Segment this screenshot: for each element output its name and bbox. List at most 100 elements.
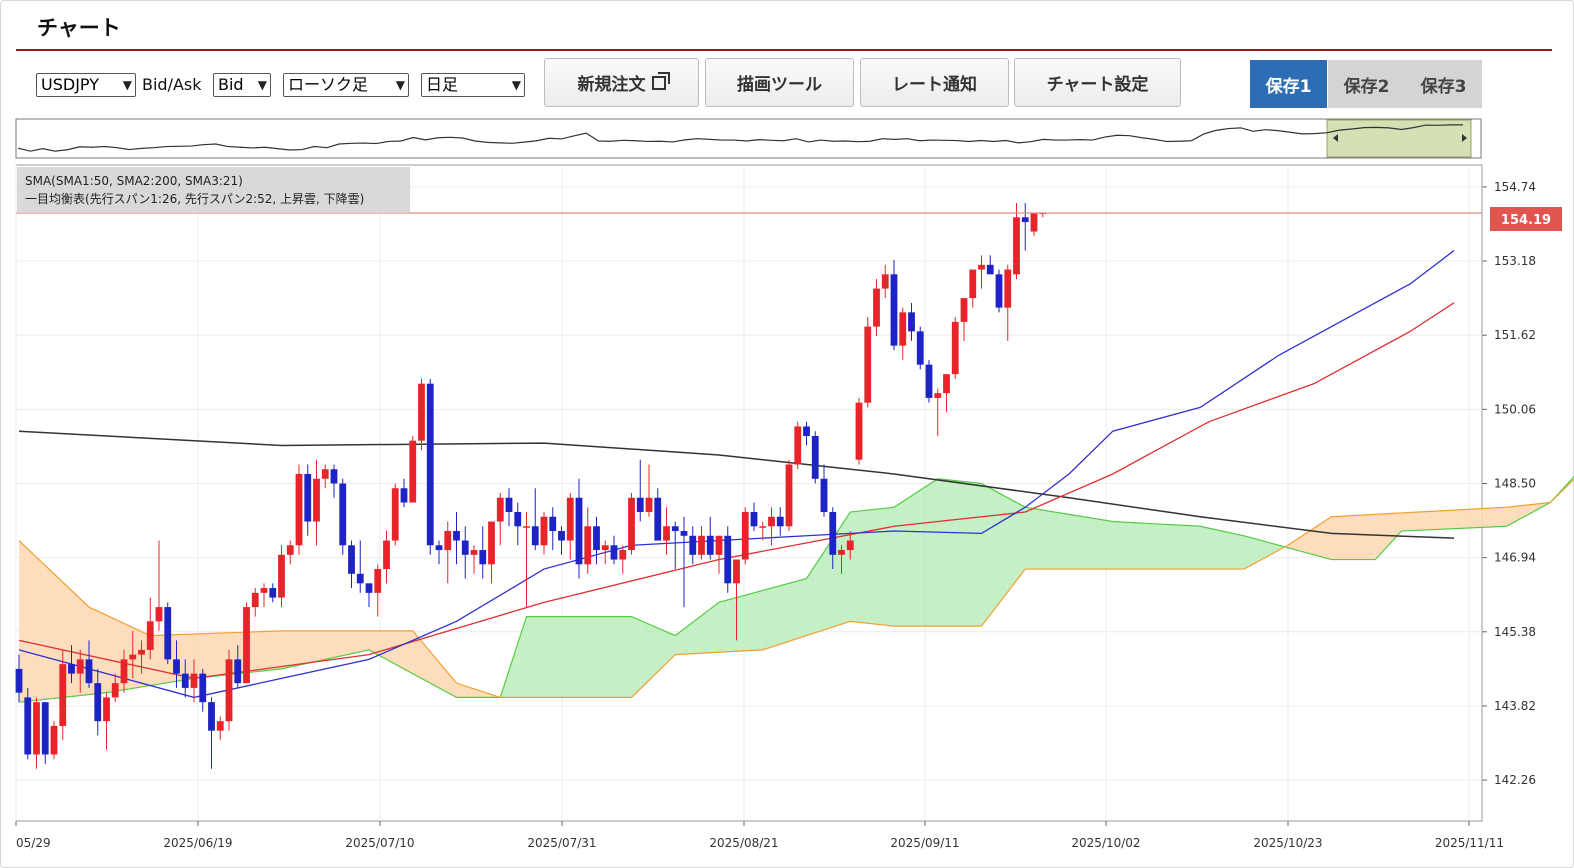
- candle-up: [155, 607, 163, 622]
- candle-down: [269, 588, 277, 598]
- cloud-down-segment: [316, 630, 326, 662]
- cloud-up-segment: [561, 616, 571, 698]
- save-slot-2-button[interactable]: 保存2: [1328, 60, 1405, 108]
- cloud-down-segment: [307, 630, 317, 664]
- candle-up: [383, 540, 390, 570]
- candle-down: [916, 331, 924, 365]
- candle-up: [969, 269, 977, 299]
- candle-down: [164, 607, 172, 660]
- cloud-up-segment: [920, 484, 929, 627]
- candle-up: [190, 673, 198, 688]
- cloud-up-segment: [1025, 507, 1034, 570]
- navigator-left-handle-icon[interactable]: [1333, 134, 1338, 142]
- cloud-up-segment: [955, 480, 964, 627]
- candle-down: [461, 540, 469, 555]
- cloud-up-segment: [640, 620, 649, 689]
- candle-down: [234, 659, 242, 684]
- cloud-down-segment: [474, 688, 483, 698]
- candle-up: [698, 535, 705, 555]
- candle-up: [733, 559, 740, 584]
- cloud-up-segment: [806, 565, 816, 636]
- candle-up: [785, 464, 793, 527]
- y-tick-label: 142.26: [1494, 773, 1536, 787]
- navigator-window[interactable]: [1326, 119, 1472, 158]
- chart-settings-button[interactable]: チャート設定: [1014, 58, 1181, 107]
- draw-tool-label: 描画ツール: [737, 75, 822, 95]
- cloud-up-segment: [885, 507, 894, 627]
- cloud-up-segment: [1235, 533, 1244, 570]
- cloud-up-segment: [937, 478, 947, 627]
- navigator-right-handle-icon[interactable]: [1462, 134, 1467, 142]
- chart-type-value: ローソク足: [288, 75, 369, 94]
- cloud-up-segment: [789, 580, 798, 642]
- cloud-up-segment: [797, 578, 807, 639]
- candle-up: [855, 402, 863, 460]
- chart-type-select[interactable]: ローソク足 ▼: [283, 73, 409, 97]
- cloud-down-segment: [1532, 503, 1542, 513]
- chart-settings-label: チャート設定: [1046, 75, 1149, 95]
- candle-down: [820, 478, 828, 513]
- candle-up: [374, 569, 382, 593]
- candle-down: [593, 526, 600, 551]
- cloud-up-segment: [867, 509, 877, 625]
- symbol-select[interactable]: USDJPY ▼: [36, 73, 136, 97]
- cloud-up-segment: [1060, 512, 1069, 570]
- cloud-down-segment: [106, 615, 116, 693]
- candle-up: [391, 488, 399, 541]
- x-tick-label: 2025/08/21: [709, 836, 778, 850]
- y-tick-label: 151.62: [1494, 328, 1536, 342]
- cloud-up-segment: [1034, 508, 1043, 570]
- candle-up: [715, 535, 723, 555]
- cloud-down-segment: [325, 630, 334, 660]
- cloud-down-segment: [1454, 509, 1463, 529]
- cloud-down-segment: [19, 540, 28, 703]
- candle-up: [59, 664, 67, 726]
- cloud-up-segment: [981, 483, 991, 627]
- cloud-up-segment: [1130, 522, 1139, 570]
- candle-up: [943, 374, 950, 394]
- cloud-down-segment: [1471, 508, 1481, 528]
- x-tick-label: 2025/06/19: [163, 836, 232, 850]
- cloud-up-segment: [526, 616, 536, 698]
- cloud-down-segment: [1462, 509, 1472, 529]
- cloud-up-segment: [1244, 535, 1253, 570]
- candle-down: [750, 512, 758, 527]
- cloud-up-segment: [876, 508, 886, 626]
- ichimoku-cloud: [18, 475, 1574, 703]
- timeframe-select[interactable]: 日足 ▼: [421, 73, 525, 97]
- cloud-down-segment: [447, 672, 457, 698]
- cloud-up-segment: [1086, 517, 1096, 570]
- x-axis: 05/29 2025/06/19 2025/07/10 2025/07/31 2025/…: [15, 821, 1504, 850]
- candle-down: [330, 469, 338, 484]
- cloud-up-segment: [1051, 511, 1061, 570]
- draw-tool-button[interactable]: 描画ツール: [705, 58, 854, 107]
- bidask-select[interactable]: Bid ▼: [213, 73, 271, 97]
- new-order-button[interactable]: 新規注文: [544, 58, 699, 107]
- candle-up: [1013, 217, 1020, 275]
- cloud-up-segment: [771, 585, 781, 648]
- rate-alert-button[interactable]: レート通知: [860, 58, 1009, 107]
- save-slot-3-button[interactable]: 保存3: [1405, 60, 1482, 108]
- candle-down: [15, 668, 23, 693]
- x-tick-label: 2025/10/02: [1071, 836, 1140, 850]
- cloud-up-segment: [710, 602, 719, 653]
- cloud-down-segment: [27, 548, 37, 702]
- candle-up: [523, 526, 530, 528]
- chevron-down-icon: ▼: [257, 78, 267, 92]
- cloud-down-segment: [482, 691, 492, 698]
- cloud-up-segment: [1016, 502, 1026, 581]
- current-price-tag: [1490, 207, 1562, 232]
- cloud-up-segment: [596, 616, 606, 698]
- cloud-down-segment: [211, 633, 221, 677]
- candle-up: [251, 592, 259, 608]
- save-slot-1-button[interactable]: 保存1: [1250, 60, 1327, 108]
- sma-21-line: [18, 250, 1455, 699]
- candle-down: [986, 264, 994, 275]
- cloud-down-segment: [1506, 506, 1516, 527]
- cloud-up-segment: [1182, 525, 1192, 570]
- candle-up: [111, 683, 119, 698]
- cloud-down-segment: [299, 630, 308, 666]
- cloud-down-segment: [1349, 515, 1358, 560]
- y-tick-label: 145.38: [1494, 625, 1536, 639]
